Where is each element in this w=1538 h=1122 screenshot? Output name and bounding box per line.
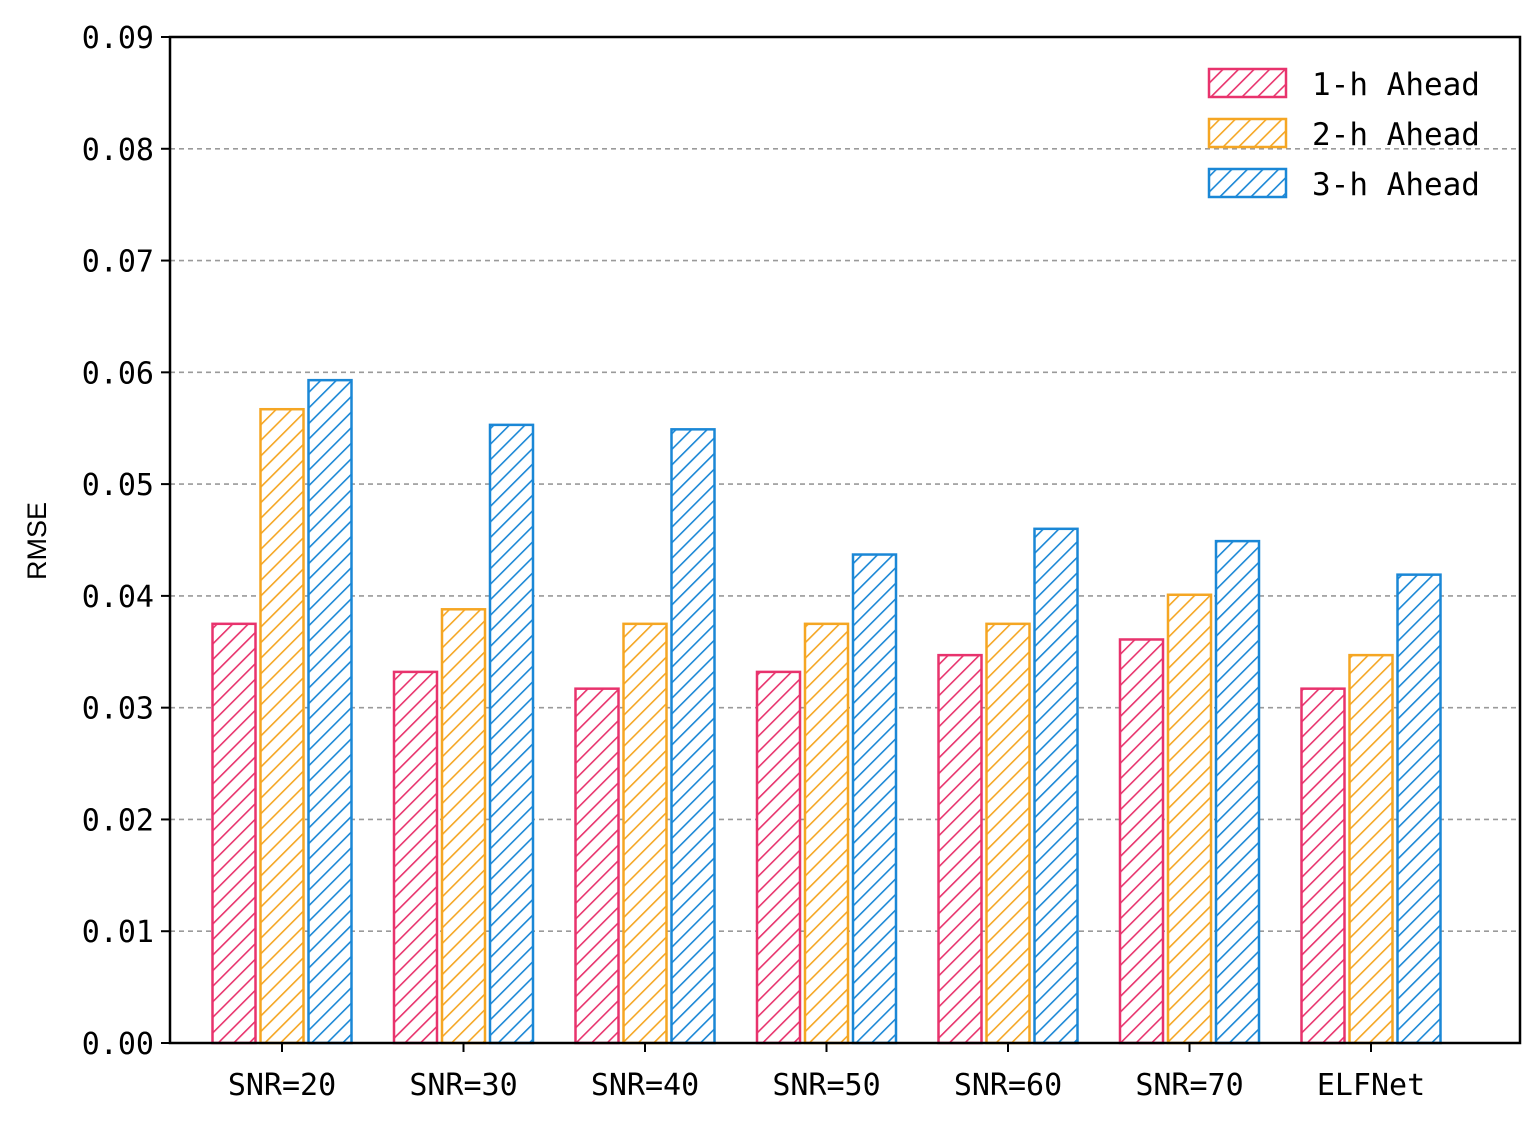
bar-1-h-ahead-snr-60 [937,653,983,1045]
y-tick-label: 0.08 [82,133,154,168]
legend-swatch [1207,167,1288,199]
bar-1-h-ahead-snr-20 [211,622,257,1045]
bars [211,378,1442,1045]
bar-3-h-ahead-snr-70 [1214,539,1261,1045]
x-tick-label: SNR=20 [228,1068,336,1103]
y-tick-label: 0.05 [82,468,154,503]
bar-1-h-ahead-snr-70 [1118,638,1165,1045]
legend-swatch [1207,117,1288,149]
legend-label: 3-h Ahead [1312,167,1480,203]
bar-3-h-ahead-elfnet [1396,573,1442,1045]
y-tick-label: 0.04 [82,580,154,615]
y-tick-label: 0.03 [82,692,154,727]
bar-1-h-ahead-snr-30 [392,670,439,1045]
bar-3-h-ahead-snr-60 [1033,527,1079,1045]
x-tick-label: SNR=50 [772,1068,880,1103]
bar-2-h-ahead-snr-30 [440,608,487,1045]
legend-swatch [1207,67,1288,99]
y-tick-label: 0.00 [82,1027,154,1062]
y-tick-label: 0.09 [82,21,154,56]
bar-3-h-ahead-snr-50 [851,553,898,1045]
bar-1-h-ahead-elfnet [1300,687,1346,1045]
bar-2-h-ahead-snr-70 [1166,593,1213,1045]
bar-2-h-ahead-snr-50 [803,622,850,1045]
legend-label: 2-h Ahead [1312,117,1480,153]
bar-2-h-ahead-snr-60 [985,622,1031,1045]
x-tick-label: SNR=60 [954,1068,1062,1103]
bar-2-h-ahead-elfnet [1348,653,1394,1045]
bar-2-h-ahead-snr-20 [259,407,305,1045]
x-tick-label: SNR=30 [409,1068,517,1103]
bar-2-h-ahead-snr-40 [622,622,668,1045]
y-tick-label: 0.06 [82,356,154,391]
legend: 1-h Ahead 2-h Ahead 3-h Ahead [1207,67,1480,203]
bar-3-h-ahead-snr-40 [670,428,716,1045]
x-tick-label: SNR=40 [591,1068,699,1103]
y-tick-label: 0.07 [82,245,154,280]
axes: 0.00 0.01 0.02 0.03 0.04 0.05 0.06 0.07 0.08 0.09… [82,21,1425,1103]
plot-frame [168,35,1522,1045]
x-tick-label: ELFNet [1317,1068,1425,1103]
y-tick-label: 0.01 [82,915,154,950]
legend-label: 1-h Ahead [1312,67,1480,103]
bar-3-h-ahead-snr-30 [488,423,535,1045]
y-tick-label: 0.02 [82,803,154,838]
y-axis-label: RMSE [22,502,52,580]
bar-1-h-ahead-snr-40 [574,687,620,1045]
bar-1-h-ahead-snr-50 [755,670,802,1045]
bar-3-h-ahead-snr-20 [307,378,353,1045]
x-tick-label: SNR=70 [1135,1068,1243,1103]
